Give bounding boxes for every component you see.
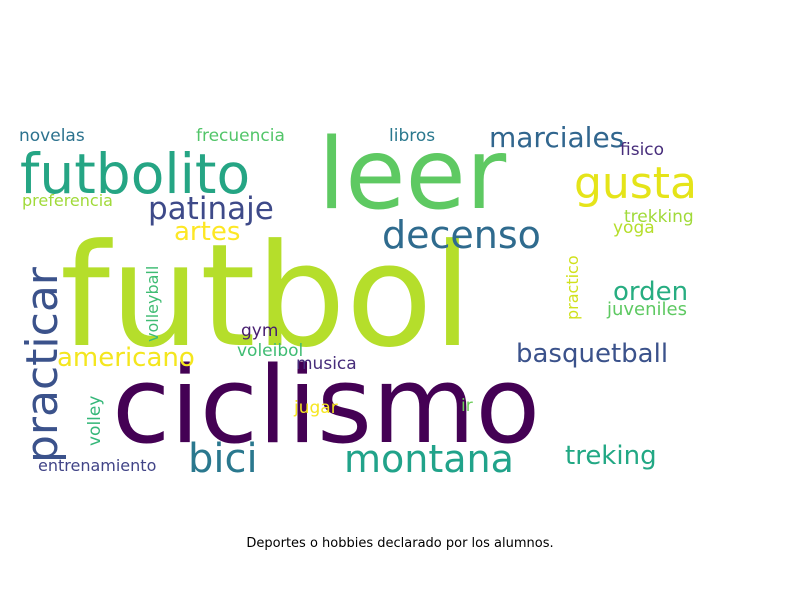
word-decenso: decenso — [382, 213, 541, 257]
word-patinaje: patinaje — [148, 191, 274, 227]
word-montana: montana — [344, 437, 514, 481]
word-artes: artes — [174, 217, 240, 247]
word-bici: bici — [188, 436, 258, 482]
word-trekking: trekking — [624, 207, 694, 227]
word-novelas: novelas — [19, 126, 85, 146]
word-leer: leer — [318, 118, 507, 232]
word-ciclismo: ciclismo — [112, 344, 540, 467]
word-marciales: marciales — [489, 121, 624, 154]
word-libros: libros — [389, 126, 435, 146]
word-futbolito: futbolito — [20, 142, 250, 206]
word-frecuencia: frecuencia — [196, 126, 285, 146]
word-voleibol: voleibol — [237, 341, 303, 361]
word-yoga: yoga — [613, 218, 655, 238]
word-futbol: futbol — [60, 214, 472, 379]
figure-caption: Deportes o hobbies declarado por los alu… — [246, 536, 554, 551]
word-preferencia: preferencia — [22, 191, 113, 210]
word-practico: practico — [563, 255, 582, 320]
word-practicar: practicar — [17, 266, 68, 463]
word-americano: americano — [57, 343, 195, 373]
word-orden: orden — [613, 277, 688, 307]
word-entrenamiento: entrenamiento — [38, 456, 156, 475]
word-volley: volley — [85, 396, 105, 446]
word-gusta: gusta — [574, 158, 697, 209]
word-fisico: fisico — [620, 140, 664, 160]
word-basquetball: basquetball — [516, 339, 668, 369]
word-treking: treking — [565, 441, 657, 471]
word-volleyball: volleyball — [143, 266, 162, 342]
word-ir: ir — [461, 396, 473, 416]
word-juveniles: juveniles — [606, 299, 687, 320]
word-musica: musica — [296, 354, 357, 374]
word-gym: gym — [241, 321, 278, 341]
word-jugar: jugar — [293, 398, 338, 418]
